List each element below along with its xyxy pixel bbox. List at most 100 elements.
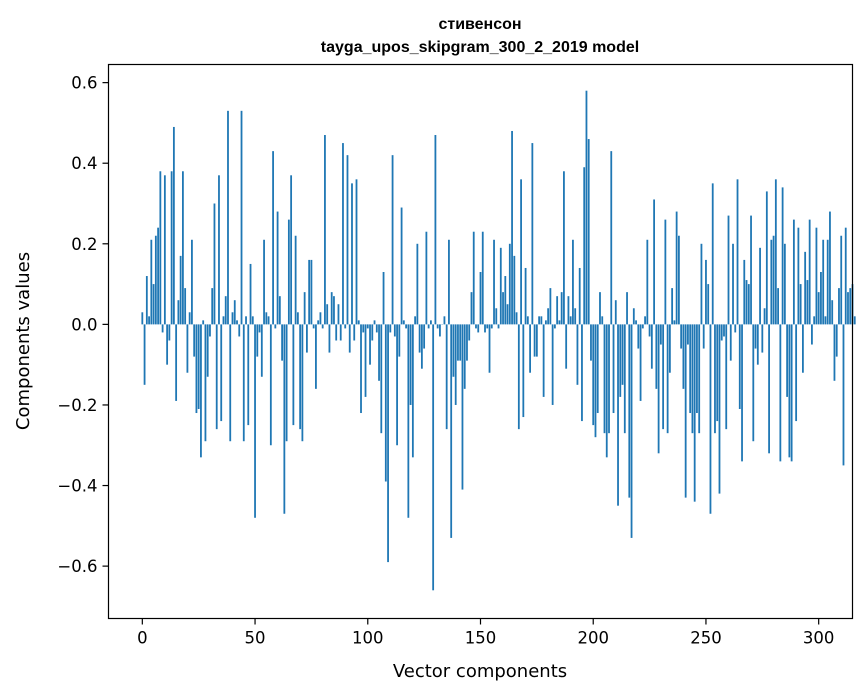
bar-component-25 <box>197 324 200 409</box>
bar-component-252 <box>709 324 712 514</box>
bar-component-143 <box>463 324 466 389</box>
bar-component-75 <box>310 259 313 325</box>
bar-component-183 <box>554 324 556 329</box>
bar-component-186 <box>560 292 563 325</box>
bar-component-144 <box>466 324 468 361</box>
bar-component-305 <box>829 211 831 325</box>
bar-component-222 <box>641 324 644 329</box>
bar-component-138 <box>452 324 455 377</box>
bar-component-69 <box>296 312 299 325</box>
bar-component-134 <box>443 316 446 325</box>
bar-component-217 <box>630 324 633 538</box>
bar-component-79 <box>319 312 322 325</box>
bar-component-303 <box>824 316 827 325</box>
bar-component-121 <box>414 316 417 325</box>
bar-component-83 <box>328 324 331 353</box>
bar-component-277 <box>765 191 768 325</box>
bar-component-48 <box>249 263 252 325</box>
bar-component-49 <box>251 316 254 325</box>
bar-component-316 <box>853 316 856 325</box>
bar-component-129 <box>432 324 435 591</box>
bar-component-126 <box>425 231 428 325</box>
bar-component-206 <box>605 324 608 458</box>
bar-component-158 <box>497 324 500 329</box>
bar-component-266 <box>741 324 743 462</box>
bar-component-38 <box>227 110 229 325</box>
bar-component-125 <box>423 324 426 349</box>
bar-component-43 <box>238 324 241 337</box>
bar-component-296 <box>808 219 811 325</box>
bar-component-93 <box>351 183 353 325</box>
bar-component-270 <box>750 215 752 325</box>
bar-component-42 <box>236 320 238 325</box>
bar-component-289 <box>792 219 795 325</box>
bar-component-18 <box>182 171 184 325</box>
bar-component-23 <box>193 324 196 357</box>
bar-component-101 <box>369 324 371 365</box>
bar-component-248 <box>700 243 703 325</box>
bar-component-3 <box>148 316 150 325</box>
bar-component-199 <box>590 324 592 361</box>
bar-component-108 <box>384 324 387 482</box>
bar-component-88 <box>339 324 342 341</box>
bar-component-57 <box>269 324 272 446</box>
bar-component-164 <box>511 130 513 325</box>
bar-component-300 <box>817 292 820 325</box>
bar-component-308 <box>835 324 838 357</box>
bar-component-280 <box>772 235 775 325</box>
x-tick-label: 200 <box>577 629 609 648</box>
bar-component-181 <box>549 288 552 325</box>
bar-component-36 <box>222 316 225 325</box>
bar-component-168 <box>520 179 522 325</box>
bar-component-141 <box>459 324 462 361</box>
bar-component-73 <box>306 324 308 353</box>
bar-component-216 <box>628 324 631 498</box>
bar-component-151 <box>481 231 484 325</box>
bar-component-294 <box>804 251 807 325</box>
y-tick-label: −0.6 <box>57 557 97 576</box>
bar-component-233 <box>666 324 669 434</box>
bar-component-6 <box>154 235 157 325</box>
bar-component-28 <box>204 324 207 442</box>
bar-component-310 <box>840 235 843 325</box>
bar-component-210 <box>614 300 617 325</box>
bar-component-50 <box>254 324 256 518</box>
bar-component-107 <box>382 272 385 325</box>
bar-component-39 <box>229 324 232 442</box>
bar-component-165 <box>513 255 516 325</box>
bar-component-276 <box>763 308 766 325</box>
bar-component-63 <box>283 324 286 514</box>
bar-component-275 <box>761 324 764 353</box>
bar-component-26 <box>200 324 202 458</box>
bar-component-123 <box>418 324 421 353</box>
bar-component-11 <box>166 324 169 365</box>
bar-component-273 <box>756 324 759 365</box>
bar-component-70 <box>299 324 302 430</box>
bar-component-194 <box>578 267 581 325</box>
bar-component-219 <box>635 320 637 325</box>
bar-component-237 <box>675 211 678 325</box>
bar-component-34 <box>218 175 220 325</box>
bar-component-62 <box>281 324 283 361</box>
bar-component-81 <box>324 135 326 325</box>
bar-component-293 <box>802 324 804 373</box>
bar-component-65 <box>287 219 290 325</box>
bar-component-193 <box>576 324 579 385</box>
bar-component-45 <box>242 324 245 442</box>
bar-component-298 <box>813 316 816 325</box>
bar-component-118 <box>407 324 410 518</box>
bar-component-290 <box>795 324 798 422</box>
bar-component-30 <box>209 324 211 337</box>
bar-component-153 <box>486 324 489 329</box>
bar-component-223 <box>644 316 646 325</box>
bar-component-19 <box>184 288 187 325</box>
bar-component-74 <box>308 259 311 325</box>
bar-component-167 <box>517 324 520 430</box>
bar-component-21 <box>188 312 191 325</box>
bar-component-262 <box>732 243 734 325</box>
bar-component-53 <box>260 324 263 377</box>
bar-component-140 <box>457 324 459 361</box>
bar-component-185 <box>558 320 561 325</box>
bar-component-154 <box>488 324 491 373</box>
bar-component-91 <box>346 155 349 325</box>
